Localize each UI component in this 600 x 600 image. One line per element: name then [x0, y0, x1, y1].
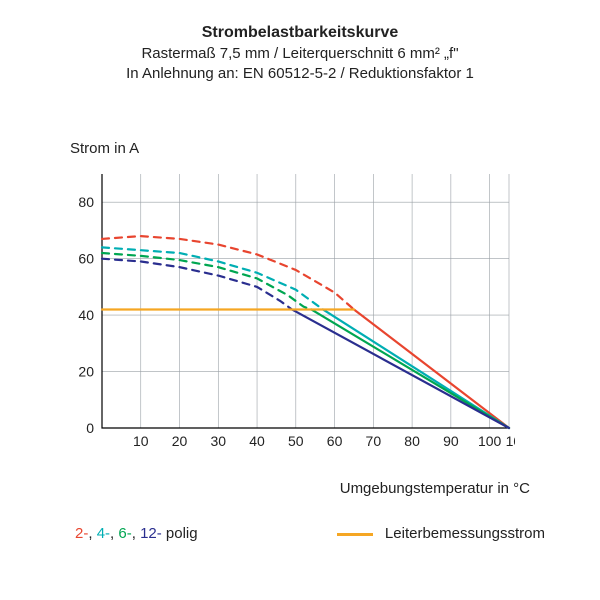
legend-poles: 2-, 4-, 6-, 12- polig [75, 525, 198, 542]
rated-current-label: Leiterbemessungsstrom [385, 525, 545, 542]
svg-text:0: 0 [86, 420, 94, 436]
legend-rated: Leiterbemessungsstrom [337, 525, 545, 542]
legend-pole-12: 12- [140, 525, 162, 542]
rated-current-swatch [337, 533, 373, 536]
svg-text:105: 105 [506, 433, 515, 449]
svg-text:40: 40 [249, 433, 265, 449]
chart-subtitle-1: Rastermaß 7,5 mm / Leiterquerschnitt 6 m… [0, 44, 600, 64]
svg-text:60: 60 [78, 251, 94, 267]
svg-text:80: 80 [404, 433, 420, 449]
svg-text:20: 20 [78, 364, 94, 380]
svg-text:90: 90 [443, 433, 459, 449]
chart-title: Strombelastbarkeitskurve [0, 22, 600, 44]
svg-text:20: 20 [172, 433, 188, 449]
svg-text:60: 60 [327, 433, 343, 449]
y-axis-label: Strom in A [70, 140, 139, 157]
line-chart: 0 20 40 60 80 10 20 30 40 50 60 70 80 90 100 105 [70, 170, 515, 450]
legend-pole-2: 2- [75, 525, 88, 542]
x-axis-label: Umgebungstemperatur in °C [340, 480, 530, 497]
title-block: Strombelastbarkeitskurve Rastermaß 7,5 m… [0, 0, 600, 84]
svg-text:40: 40 [78, 307, 94, 323]
legend-pole-6: 6- [118, 525, 131, 542]
svg-text:100: 100 [478, 433, 502, 449]
svg-text:30: 30 [210, 433, 226, 449]
page: Strombelastbarkeitskurve Rastermaß 7,5 m… [0, 0, 600, 600]
svg-text:10: 10 [133, 433, 149, 449]
legend: 2-, 4-, 6-, 12- polig Leiterbemessungsst… [75, 525, 545, 542]
legend-pole-4: 4- [97, 525, 110, 542]
svg-text:50: 50 [288, 433, 304, 449]
svg-text:80: 80 [78, 194, 94, 210]
svg-text:70: 70 [366, 433, 382, 449]
chart-subtitle-2: In Anlehnung an: EN 60512-5-2 / Reduktio… [0, 64, 600, 84]
